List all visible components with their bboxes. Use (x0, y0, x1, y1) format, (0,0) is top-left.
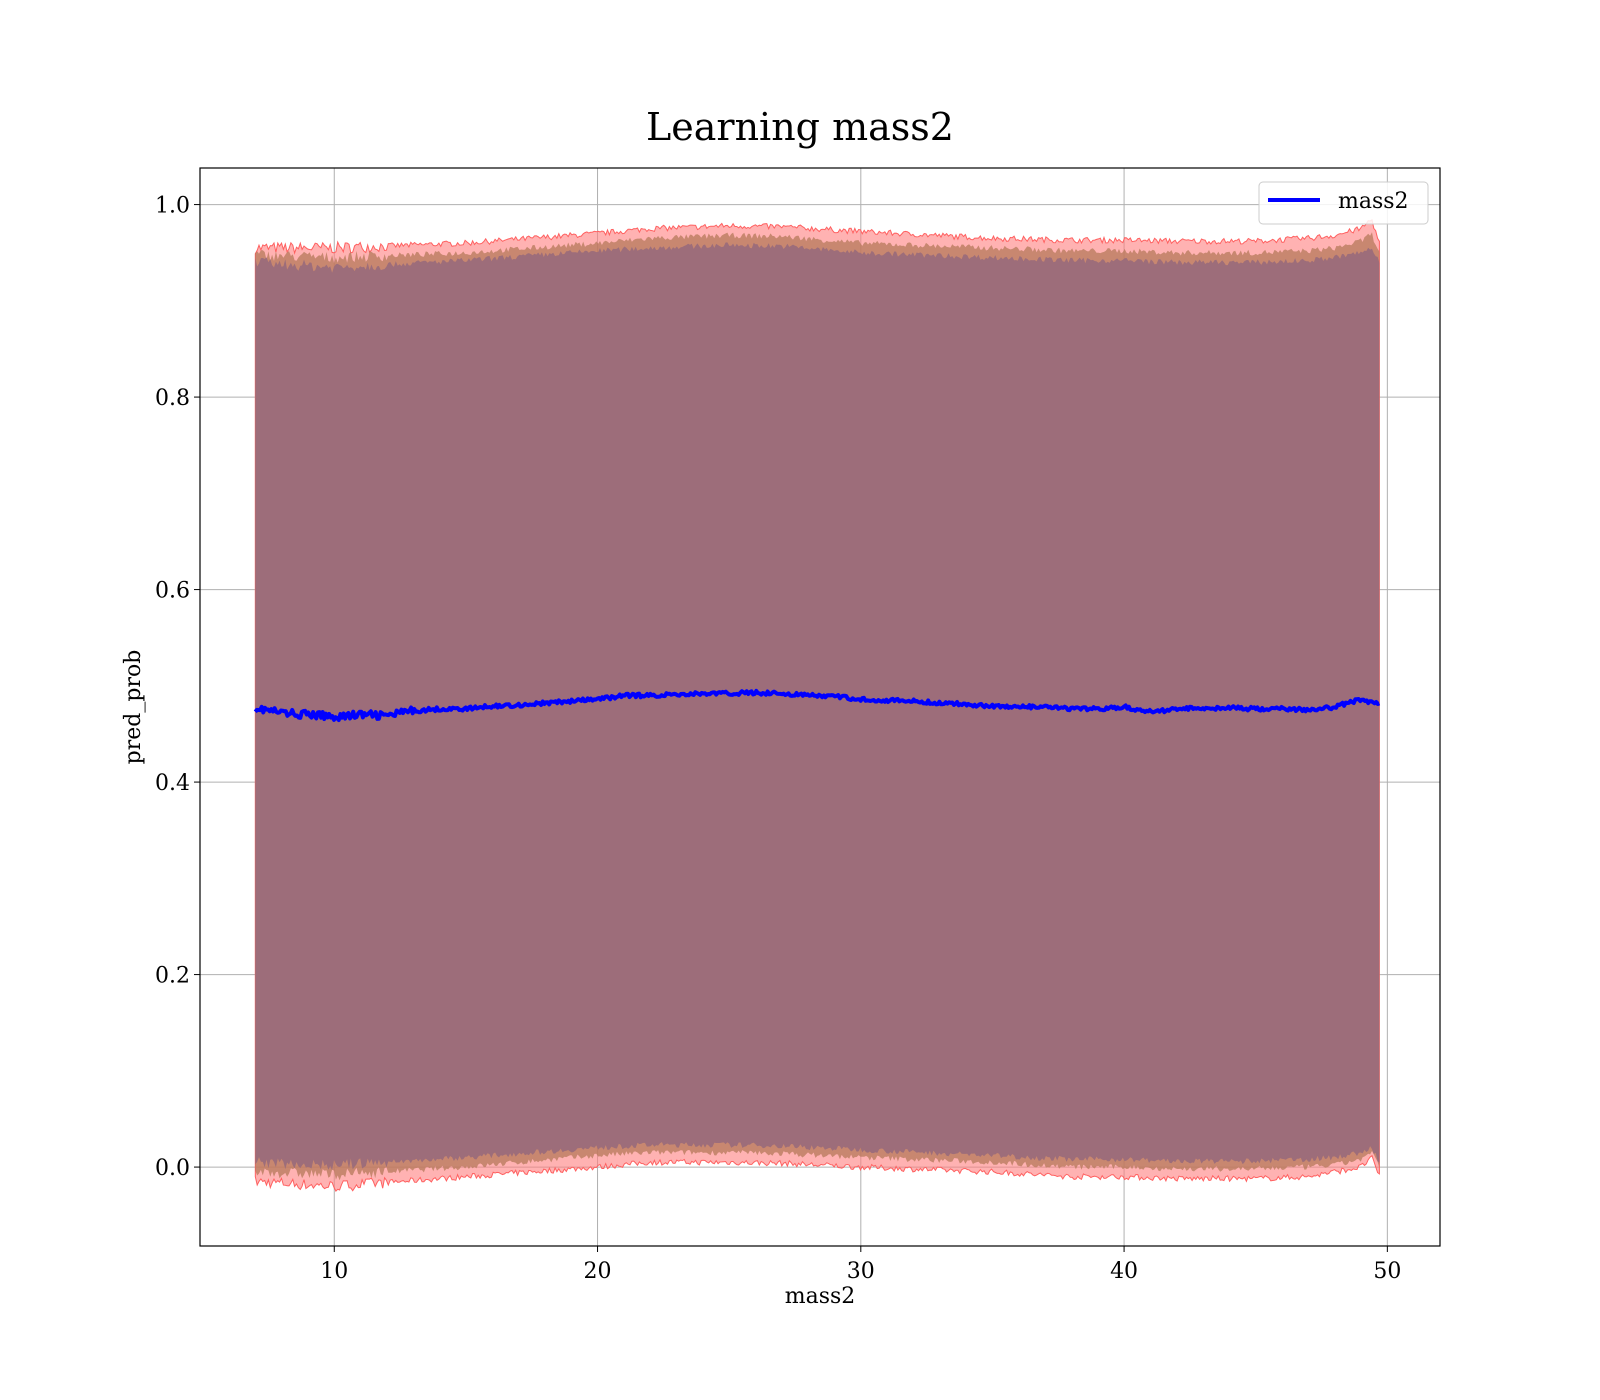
chart-title: Learning mass2 (646, 105, 954, 149)
legend: mass2 (1258, 181, 1429, 225)
band-inner (255, 242, 1380, 1171)
y-tick-label-2: 0.4 (155, 771, 190, 796)
legend-label-mass2: mass2 (1338, 189, 1409, 214)
y-tick-label-4: 0.8 (155, 386, 190, 411)
series-line-mass2 (253, 688, 1381, 722)
y-tick-label-0: 0.0 (155, 1156, 190, 1181)
series-lines (253, 688, 1381, 722)
x-tick-label-2: 30 (847, 1259, 875, 1284)
y-tick-label-5: 1.0 (155, 194, 190, 219)
axes-frame (199, 167, 1441, 1247)
x-tick-label-0: 10 (320, 1259, 348, 1284)
y-tick-label-1: 0.2 (155, 964, 190, 989)
legend-box (1258, 181, 1429, 225)
x-tick-label-1: 20 (584, 1259, 612, 1284)
y-tick-label-3: 0.6 (155, 579, 190, 604)
y-axis-label: pred_prob (121, 650, 146, 765)
x-tick-label-3: 40 (1110, 1259, 1138, 1284)
x-tick-label-4: 50 (1373, 1259, 1401, 1284)
confidence-bands (254, 218, 1380, 1192)
axis-ticks: 10 20 30 40 50 0.0 0.2 0.4 0.6 0.8 1.0 (155, 194, 1401, 1284)
x-axis-label: mass2 (785, 1284, 856, 1309)
